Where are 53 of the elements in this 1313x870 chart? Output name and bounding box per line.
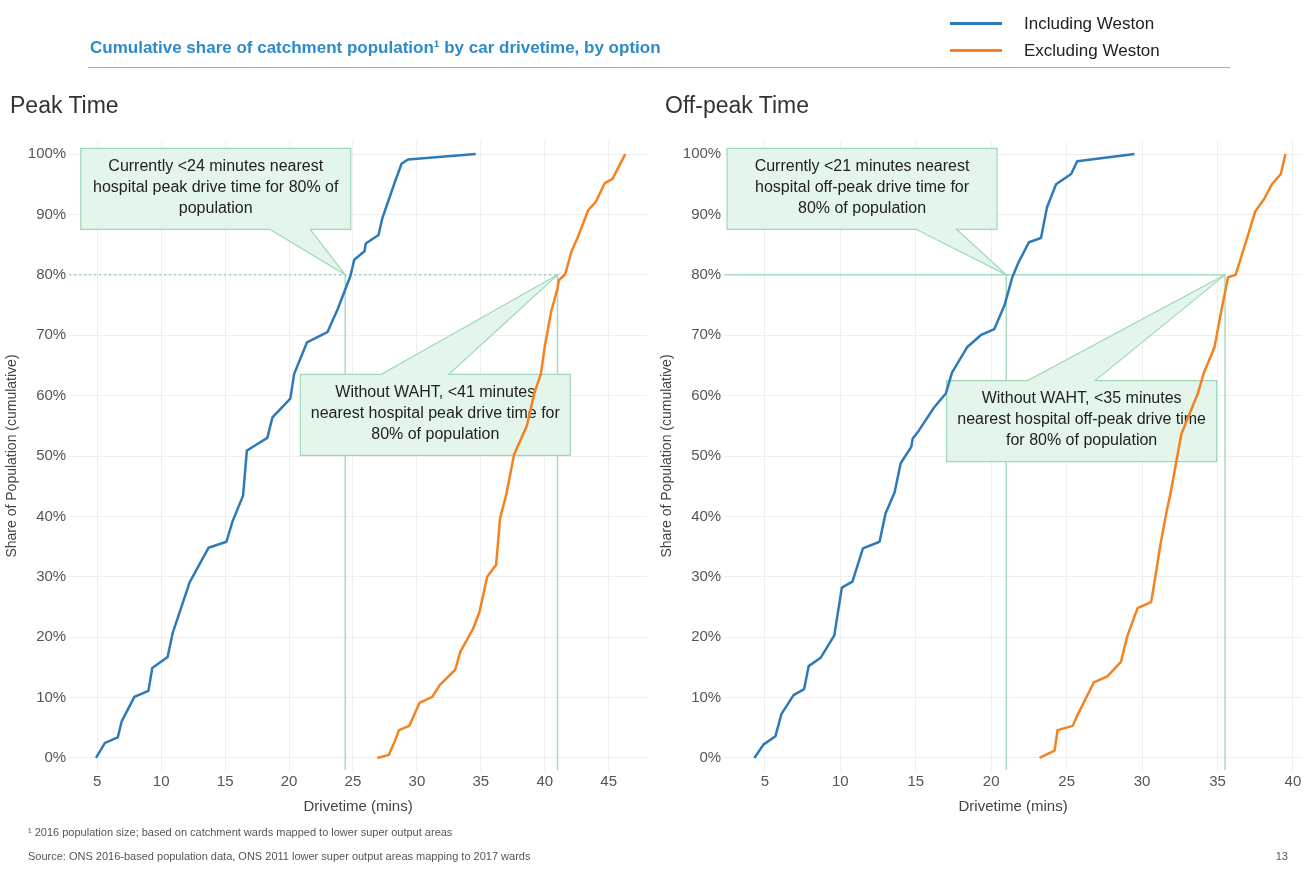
x-tick-label: 30 [1133,772,1151,790]
y-tick-label: 70% [691,325,722,343]
y-tick-label: 100% [27,144,67,162]
y-tick-label: 50% [36,446,67,464]
y-axis-title: Share of Population (cumulative) [3,354,20,558]
y-tick-label: 40% [691,506,722,524]
y-tick-label: 0% [44,748,67,766]
x-tick-label: 35 [472,772,490,790]
x-tick-label: 40 [536,772,554,790]
y-tick-label: 50% [691,446,722,464]
legend-label: Excluding Weston [1024,40,1160,61]
y-tick-label: 60% [36,385,67,403]
y-tick-label: 90% [36,204,67,222]
x-tick-label: 5 [93,772,102,790]
text: ¹ 2016 population size; based on catchment wards mapped to lower super output areas [28,826,453,838]
source-note: Source: ONS 2016-based population data, ONS 2011 lower super output areas mapping to 2017 wards [28,850,531,862]
x-tick-label: 30 [408,772,426,790]
y-tick-label: 80% [36,264,67,282]
y-tick-label: 30% [36,566,67,584]
chart-title: Cumulative share of catchment population¹ by car drivetime, by option [90,38,662,58]
chart-subtitle: Off-peak Time [665,92,810,119]
text: 13 [1275,850,1288,862]
x-tick-label: 40 [1284,772,1302,790]
y-axis-title: Share of Population (cumulative) [658,354,675,558]
y-tick-label: 0% [699,748,722,766]
y-tick-label: 10% [691,687,722,705]
x-axis-title: Drivetime (mins) [958,797,1068,815]
x-tick-label: 20 [280,772,298,790]
y-tick-label: 90% [691,204,722,222]
y-tick-label: 10% [36,687,67,705]
x-tick-label: 15 [216,772,234,790]
y-tick-label: 20% [36,627,67,645]
x-tick-label: 35 [1209,772,1226,790]
x-axis-title: Drivetime (mins) [303,797,413,815]
annotation: Currently <24 minutes nearest hospital peak drive time for 80% of population [92,156,339,216]
y-tick-label: 40% [36,506,67,524]
x-tick-label: 25 [1058,772,1075,790]
y-tick-label: 60% [691,385,722,403]
chart-subtitle: Peak Time [10,92,119,119]
x-tick-label: 45 [600,772,617,790]
x-tick-label: 5 [760,772,770,790]
y-tick-label: 70% [36,325,67,343]
annotation: Currently <21 minutes nearest hospital off-peak drive time for 80% of population [754,156,970,216]
y-tick-label: 20% [691,627,722,645]
y-tick-label: 100% [682,144,722,162]
x-tick-label: 25 [344,772,362,790]
y-tick-label: 80% [691,264,722,282]
legend-label: Including Weston [1024,13,1155,34]
x-tick-label: 10 [831,772,849,790]
x-tick-label: 15 [907,772,925,790]
y-tick-label: 30% [691,566,722,584]
x-tick-label: 20 [982,772,1000,790]
x-tick-label: 10 [152,772,170,790]
